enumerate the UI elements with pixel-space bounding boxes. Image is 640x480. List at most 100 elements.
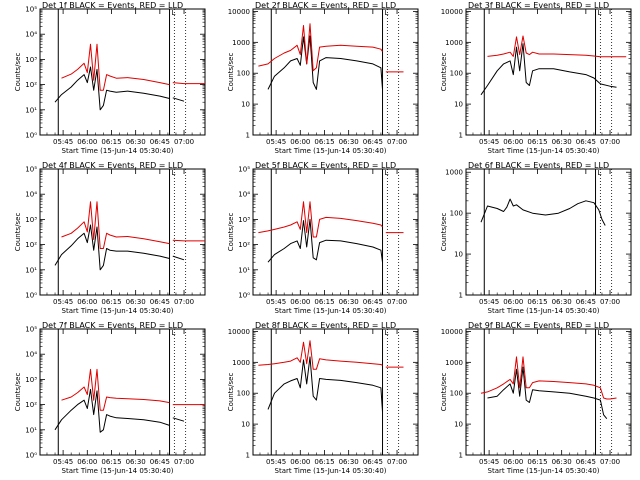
lld-series-line (61, 201, 205, 249)
x-tick-label: 06:30 (126, 458, 146, 466)
x-axis-label: Start Time (15-Jun-14 05:30:40) (488, 147, 600, 155)
x-tick-label: 06:15 (314, 458, 334, 466)
x-tick-label: 06:30 (552, 138, 572, 146)
detector-panel: Det 5f BLACK = Events, RED = LLD 10⁰ 10¹ 10… (213, 160, 426, 320)
y-axis-label: Counts/sec (440, 213, 448, 252)
y-tick-label: 10 (454, 101, 463, 109)
lld-series-line (258, 340, 404, 370)
y-tick-label: 10⁰ (25, 452, 37, 460)
panel-title: Det 6f BLACK = Events, RED = LLD (468, 161, 609, 170)
y-tick-label: 1 (459, 292, 463, 300)
plot-frame (39, 328, 206, 456)
y-tick-label: 10 (241, 421, 250, 429)
y-tick-label: 10000 (441, 328, 463, 336)
events-series-line (480, 43, 617, 96)
x-tick-label: 06:00 (503, 138, 523, 146)
x-tick-label: 06:45 (576, 458, 596, 466)
lld-series-line (258, 201, 404, 238)
y-tick-label: 10⁴ (25, 351, 37, 359)
x-tick-label: 06:15 (314, 138, 334, 146)
y-tick-label: 1000 (445, 39, 463, 47)
y-tick-label: 10⁵ (238, 166, 250, 174)
y-tick-label: 10000 (228, 8, 250, 16)
x-tick-label: 07:00 (600, 458, 620, 466)
corner-mark: L (598, 9, 602, 17)
panel-title: Det 4f BLACK = Events, RED = LLD (42, 161, 183, 170)
y-axis-label: Counts/sec (440, 373, 448, 412)
x-tick-label: 06:45 (150, 458, 170, 466)
lld-series-line (480, 356, 617, 400)
corner-mark: L (385, 9, 389, 17)
corner-mark: L (172, 9, 176, 17)
events-series-line (54, 388, 185, 433)
panel-plot: Det 8f BLACK = Events, RED = LLD 1 10 100 10… (227, 321, 419, 475)
x-tick-label: 07:00 (387, 138, 407, 146)
x-axis-label: Start Time (15-Jun-14 05:30:40) (62, 307, 174, 315)
y-axis-label: Counts/sec (14, 53, 22, 92)
x-tick-label: 06:45 (150, 298, 170, 306)
events-series-line (480, 198, 606, 226)
x-tick-label: 05:45 (53, 458, 73, 466)
x-tick-label: 06:45 (363, 138, 383, 146)
detector-panel: Det 3f BLACK = Events, RED = LLD 1 10 100 10… (426, 0, 639, 160)
y-tick-label: 10³ (238, 216, 250, 224)
x-tick-label: 06:00 (77, 138, 97, 146)
corner-mark: L (172, 169, 176, 177)
x-tick-label: 05:45 (266, 458, 286, 466)
plot-frame (465, 8, 632, 136)
panel-title: Det 1f BLACK = Events, RED = LLD (42, 1, 183, 10)
corner-mark: L (598, 169, 602, 177)
panel-plot: Det 9f BLACK = Events, RED = LLD 1 10 100 10… (440, 321, 632, 475)
panel-plot: Det 6f BLACK = Events, RED = LLD 1 10 100 10… (440, 161, 632, 315)
x-tick-label: 06:00 (290, 138, 310, 146)
x-axis-label: Start Time (15-Jun-14 05:30:40) (275, 147, 387, 155)
x-axis-label: Start Time (15-Jun-14 05:30:40) (488, 307, 600, 315)
panel-title: Det 3f BLACK = Events, RED = LLD (468, 1, 609, 10)
plot-frame (39, 8, 206, 136)
corner-mark: L (172, 329, 176, 337)
y-tick-label: 10⁵ (25, 6, 37, 14)
y-tick-label: 10⁵ (25, 166, 37, 174)
x-tick-label: 06:45 (576, 138, 596, 146)
x-tick-label: 06:15 (101, 138, 121, 146)
detector-panel: Det 7f BLACK = Events, RED = LLD 10⁰ 10¹ 10… (0, 320, 213, 480)
detector-panel: Det 1f BLACK = Events, RED = LLD 10⁰ 10¹ 10… (0, 0, 213, 160)
x-tick-label: 06:15 (527, 138, 547, 146)
x-tick-label: 07:00 (387, 298, 407, 306)
y-axis-label: Counts/sec (227, 373, 235, 412)
x-tick-label: 06:30 (339, 298, 359, 306)
plot-frame (465, 168, 632, 296)
x-tick-label: 05:45 (53, 298, 73, 306)
lld-series-line (61, 368, 205, 411)
panel-title: Det 2f BLACK = Events, RED = LLD (255, 1, 396, 10)
y-tick-label: 10 (454, 251, 463, 259)
y-tick-label: 1000 (445, 169, 463, 177)
x-tick-label: 06:45 (363, 298, 383, 306)
y-tick-label: 1000 (445, 359, 463, 367)
events-series-line (267, 218, 383, 263)
events-series-line (487, 366, 608, 420)
y-tick-label: 10⁰ (25, 132, 37, 140)
lld-series-line (258, 23, 404, 73)
y-tick-label: 10 (454, 421, 463, 429)
lld-series-line (61, 43, 205, 91)
x-tick-label: 07:00 (387, 458, 407, 466)
panel-title: Det 7f BLACK = Events, RED = LLD (42, 321, 183, 330)
x-tick-label: 06:00 (290, 458, 310, 466)
plot-frame (252, 8, 419, 136)
x-tick-label: 05:45 (479, 138, 499, 146)
x-tick-label: 06:15 (101, 458, 121, 466)
y-tick-label: 1 (246, 452, 250, 460)
plot-frame (465, 328, 632, 456)
x-tick-label: 06:30 (339, 138, 359, 146)
plot-frame (252, 328, 419, 456)
y-tick-label: 10⁰ (25, 292, 37, 300)
y-tick-label: 1000 (232, 39, 250, 47)
corner-mark: L (385, 329, 389, 337)
y-tick-label: 10³ (25, 376, 37, 384)
y-tick-label: 1 (459, 452, 463, 460)
x-tick-label: 06:30 (126, 138, 146, 146)
x-tick-label: 05:45 (266, 298, 286, 306)
plot-frame (252, 168, 419, 296)
y-tick-label: 100 (237, 390, 250, 398)
